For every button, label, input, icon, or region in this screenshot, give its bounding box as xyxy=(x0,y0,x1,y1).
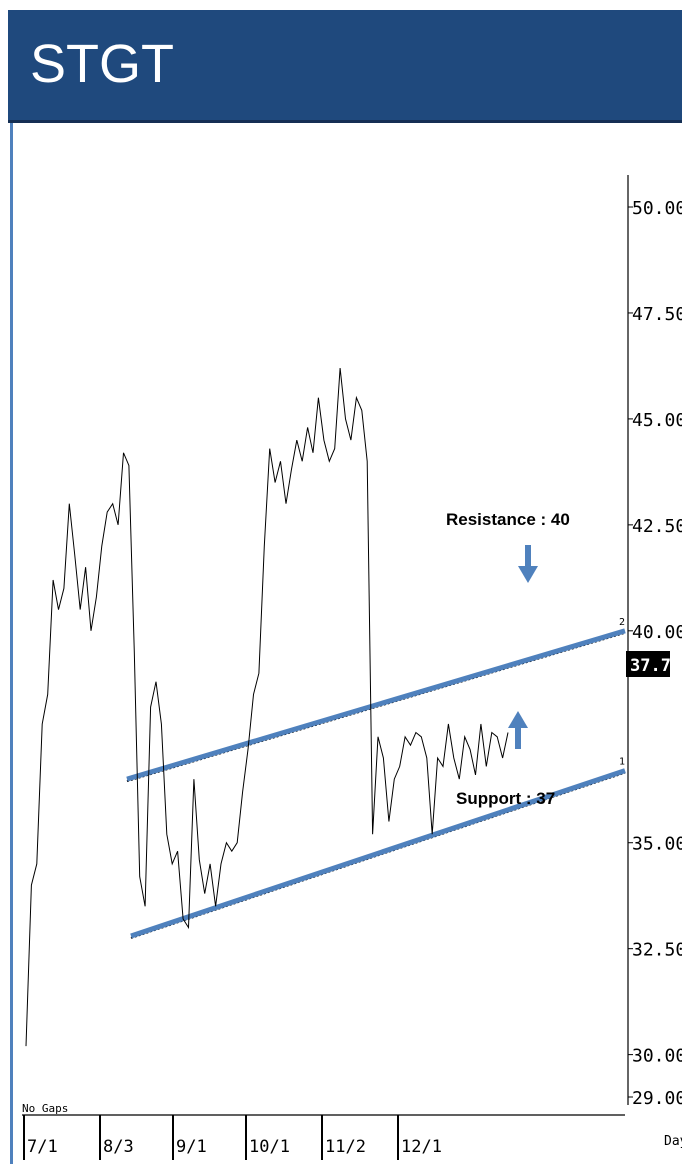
no-gaps-note: No Gaps xyxy=(22,1102,68,1115)
y-tick-label-6: 32.50 xyxy=(632,940,682,961)
support-label: Support : 37 xyxy=(456,789,555,808)
x-tick-label-3: 10/1 xyxy=(249,1137,290,1157)
resistance-arrow-icon xyxy=(518,545,538,583)
y-tick-label-5: 35.00 xyxy=(632,834,682,855)
channel-line-0 xyxy=(127,631,625,779)
x-axis-ticks: 7/1 8/3 9/1 10/1 11/2 12/1 xyxy=(24,1115,442,1160)
resistance-label: Resistance : 40 xyxy=(446,510,570,529)
price-series-line xyxy=(26,368,508,1046)
channel-tag-1: 1 xyxy=(619,757,625,768)
y-tick-label-3: 42.50 xyxy=(632,516,682,537)
x-tick-label-0: 7/1 xyxy=(27,1137,58,1157)
x-tick-label-4: 11/2 xyxy=(325,1137,366,1157)
x-axis-label: Day xyxy=(664,1134,682,1149)
x-tick-label-5: 12/1 xyxy=(401,1137,442,1157)
x-tick-label-1: 8/3 xyxy=(103,1137,134,1157)
y-tick-label-1: 47.50 xyxy=(632,304,682,325)
y-tick-label-2: 45.00 xyxy=(632,410,682,431)
y-tick-label-4: 40.00 xyxy=(632,622,682,643)
last-price-badge: 37.75 xyxy=(626,651,681,677)
y-tick-label-7: 30.00 xyxy=(632,1046,682,1067)
support-arrow-icon xyxy=(508,711,528,749)
channel-tag-0: 2 xyxy=(619,617,625,628)
last-price-label: 37.75 xyxy=(630,656,681,676)
y-tick-label-0: 50.00 xyxy=(632,198,682,219)
y-tick-label-8: 29.00 xyxy=(632,1088,682,1109)
x-tick-label-2: 9/1 xyxy=(176,1137,207,1157)
